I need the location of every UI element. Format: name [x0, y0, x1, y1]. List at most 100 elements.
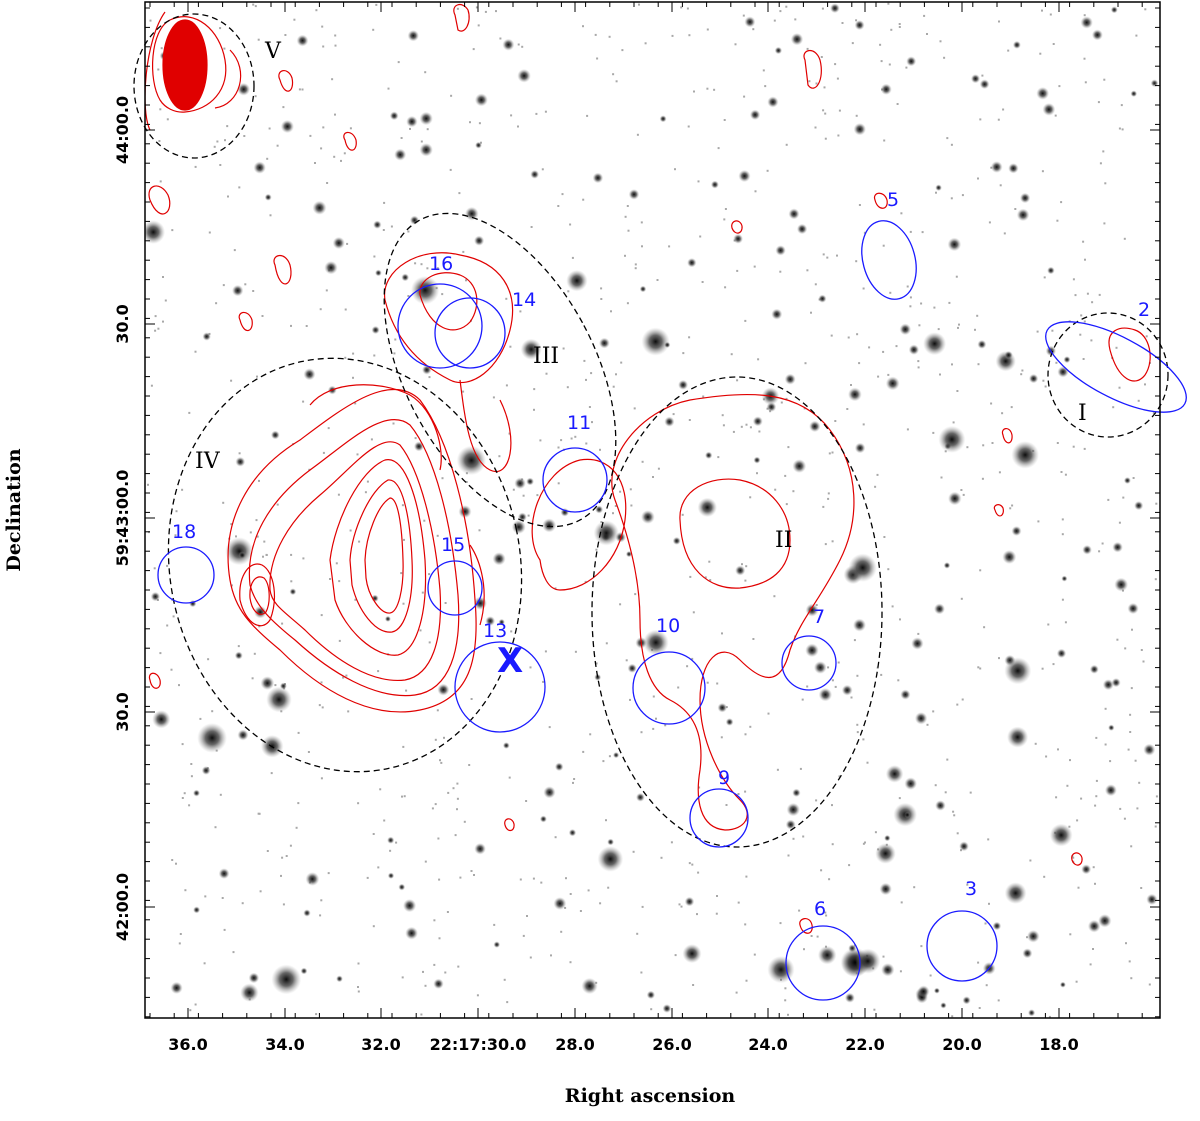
noise-speck	[533, 408, 535, 411]
star	[407, 30, 419, 42]
noise-speck	[428, 376, 431, 379]
noise-speck	[634, 267, 637, 270]
star	[1134, 501, 1144, 511]
noise-speck	[166, 118, 169, 121]
noise-speck	[641, 905, 644, 908]
star	[792, 788, 801, 797]
noise-speck	[698, 786, 701, 789]
noise-speck	[542, 680, 545, 683]
plot-frame	[144, 1, 1161, 1019]
noise-speck	[252, 3, 255, 6]
noise-speck	[682, 352, 685, 355]
noise-speck	[377, 866, 380, 869]
noise-speck	[1079, 333, 1082, 336]
noise-speck	[472, 48, 475, 51]
noise-speck	[660, 856, 663, 859]
noise-speck	[900, 212, 903, 215]
noise-speck	[434, 803, 437, 806]
noise-speck	[917, 360, 920, 363]
star	[517, 69, 531, 83]
x-tick-label: 26.0	[652, 1035, 691, 1054]
star	[375, 269, 382, 277]
noise-speck	[331, 78, 334, 81]
noise-speck	[344, 356, 347, 359]
noise-speck	[329, 578, 331, 580]
star	[593, 520, 619, 546]
noise-speck	[1072, 856, 1075, 859]
noise-speck	[382, 229, 385, 231]
noise-speck	[426, 267, 429, 270]
star	[1087, 919, 1101, 933]
star	[474, 93, 488, 107]
noise-speck	[830, 334, 833, 337]
noise-speck	[265, 554, 268, 556]
noise-speck	[882, 244, 885, 247]
noise-speck	[1082, 240, 1085, 243]
noise-speck	[1083, 57, 1086, 60]
noise-speck	[742, 14, 745, 17]
star	[1049, 823, 1073, 847]
star	[744, 16, 756, 28]
star	[485, 616, 496, 626]
noise-speck	[214, 826, 217, 829]
star	[767, 96, 779, 108]
noise-speck	[307, 751, 310, 753]
source-circle-15	[427, 560, 483, 616]
noise-speck	[256, 535, 259, 538]
noise-speck	[436, 534, 439, 537]
noise-speck	[640, 221, 643, 224]
noise-speck	[251, 677, 254, 680]
noise-speck	[785, 5, 788, 8]
noise-speck	[848, 864, 851, 867]
noise-speck	[864, 841, 866, 844]
noise-speck	[259, 890, 262, 893]
star	[911, 637, 924, 650]
noise-speck	[779, 922, 782, 925]
noise-speck	[349, 127, 352, 130]
noise-speck	[784, 987, 787, 990]
noise-speck	[1083, 447, 1086, 450]
star	[193, 789, 200, 797]
star	[225, 537, 254, 566]
noise-speck	[932, 431, 935, 434]
noise-speck	[815, 604, 818, 606]
noise-speck	[744, 579, 747, 582]
noise-speck	[525, 800, 528, 802]
star	[498, 618, 505, 626]
noise-speck	[1148, 983, 1151, 986]
noise-speck	[940, 476, 943, 479]
noise-speck	[420, 263, 423, 266]
noise-speck	[194, 1003, 197, 1006]
star	[662, 1004, 672, 1013]
x-tick-labels: 36.0 34.0 32.0 22:17:30.0 28.0 26.0 24.0…	[168, 1035, 1078, 1054]
star	[844, 992, 855, 1003]
small-contours	[148, 3, 1083, 934]
noise-speck	[950, 197, 953, 200]
noise-speck	[373, 255, 376, 258]
noise-speck	[1094, 804, 1097, 807]
noise-speck	[557, 446, 560, 449]
noise-speck	[935, 191, 937, 194]
noise-speck	[736, 269, 739, 272]
star	[639, 285, 647, 293]
star	[240, 983, 259, 1002]
noise-speck	[431, 807, 434, 810]
noise-speck	[414, 262, 417, 265]
star	[456, 445, 487, 476]
noise-speck	[674, 168, 676, 171]
noise-speck	[1034, 742, 1037, 745]
star	[248, 972, 260, 984]
noise-speck	[688, 862, 691, 865]
noise-speck	[436, 709, 439, 712]
noise-speck	[409, 127, 411, 130]
star	[940, 1002, 947, 1009]
noise-speck	[366, 480, 369, 483]
noise-speck	[758, 430, 761, 433]
noise-speck	[284, 34, 287, 36]
noise-speck	[955, 275, 958, 278]
star	[1056, 648, 1067, 659]
noise-speck	[319, 914, 322, 917]
noise-speck	[678, 903, 681, 906]
noise-speck	[926, 723, 929, 726]
noise-speck	[595, 662, 598, 665]
